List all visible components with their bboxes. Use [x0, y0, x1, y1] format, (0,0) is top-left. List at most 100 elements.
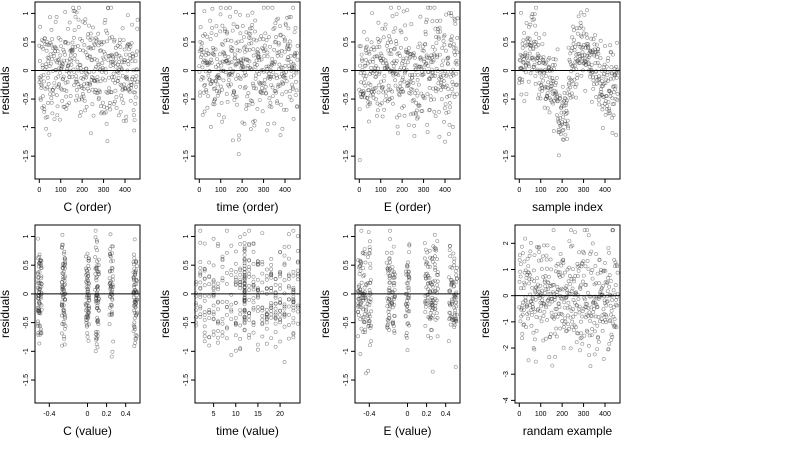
data-point: [577, 304, 582, 309]
data-point: [360, 250, 365, 255]
data-point: [547, 355, 552, 360]
data-point: [62, 256, 67, 261]
data-point: [88, 82, 93, 87]
data-point: [551, 246, 556, 251]
data-point: [109, 313, 114, 318]
data-point: [247, 314, 252, 319]
data-point: [133, 301, 138, 305]
data-point: [358, 317, 363, 322]
data-point: [596, 47, 601, 52]
data-point: [242, 274, 247, 279]
y-tick-label: -1.5: [23, 150, 30, 162]
data-point: [387, 97, 392, 102]
residual-panel-3: 0 100 200 300 400-1.5-1-0.500.51E (order)res…: [318, 1, 461, 214]
data-point: [571, 314, 576, 319]
residual-panel-1: 0 100 200 300 400-1.5-1-0.500.51C (order)res…: [0, 1, 141, 214]
data-point: [121, 119, 126, 123]
data-point: [364, 44, 369, 49]
data-point: [272, 47, 277, 52]
data-point: [453, 269, 458, 273]
data-point: [259, 34, 264, 38]
data-point: [38, 296, 43, 301]
data-point: [453, 365, 458, 369]
data-point: [434, 311, 439, 316]
data-point: [407, 296, 412, 301]
data-point: [251, 261, 256, 266]
data-point: [202, 283, 207, 288]
data-point: [272, 25, 277, 30]
data-point: [95, 320, 100, 325]
data-point: [235, 48, 240, 53]
data-point: [131, 260, 136, 264]
data-point: [259, 57, 264, 62]
data-point: [88, 31, 93, 36]
x-tick-label: 0: [357, 187, 361, 194]
data-point: [542, 243, 546, 248]
data-point: [58, 117, 62, 122]
data-point: [247, 332, 252, 337]
data-point: [605, 280, 610, 285]
data-point: [573, 274, 578, 278]
data-point: [393, 83, 398, 88]
data-point: [394, 12, 399, 17]
data-point: [295, 44, 300, 48]
data-point: [519, 307, 524, 312]
data-point: [380, 114, 385, 119]
data-point: [386, 296, 391, 301]
data-point: [284, 108, 289, 112]
data-point: [277, 74, 282, 79]
data-point: [128, 44, 133, 49]
data-point: [529, 14, 534, 19]
data-point: [387, 286, 392, 290]
data-point: [238, 241, 243, 246]
y-tick-label: 0: [343, 292, 350, 296]
data-point: [198, 25, 203, 30]
data-point: [423, 301, 428, 306]
data-point: [291, 308, 296, 313]
data-point: [61, 275, 66, 279]
x-tick-label: 20: [276, 411, 284, 418]
data-point: [367, 245, 372, 250]
data-point: [356, 258, 361, 263]
data-point: [198, 306, 203, 311]
data-point: [432, 109, 437, 114]
data-point: [132, 80, 137, 85]
data-point: [235, 73, 240, 78]
data-point: [428, 98, 433, 102]
data-point: [93, 42, 97, 47]
data-point: [74, 88, 79, 92]
data-point: [36, 256, 40, 261]
data-point: [553, 312, 558, 317]
data-point: [238, 77, 243, 81]
data-point: [399, 30, 404, 35]
data-point: [581, 45, 586, 50]
data-point: [447, 317, 452, 322]
data-point: [70, 45, 75, 49]
data-point: [38, 329, 43, 334]
data-point: [202, 330, 207, 335]
data-point: [519, 92, 524, 97]
data-point: [99, 40, 104, 45]
data-point: [528, 22, 533, 27]
data-point: [116, 113, 121, 118]
data-point: [53, 76, 58, 81]
data-point: [572, 48, 577, 53]
data-point: [447, 101, 452, 105]
data-point: [444, 72, 449, 77]
data-point: [45, 85, 49, 90]
data-point: [110, 282, 115, 287]
data-point: [117, 60, 122, 64]
data-point: [433, 26, 438, 31]
data-point: [278, 339, 283, 344]
data-point: [396, 5, 401, 10]
data-point: [527, 277, 532, 282]
data-point: [608, 303, 613, 308]
data-point: [76, 44, 80, 48]
data-point: [385, 268, 390, 273]
data-point: [215, 82, 220, 87]
data-point: [269, 105, 274, 109]
data-point: [262, 81, 267, 86]
data-point: [273, 321, 278, 326]
data-point: [446, 62, 450, 67]
data-point: [591, 310, 596, 315]
